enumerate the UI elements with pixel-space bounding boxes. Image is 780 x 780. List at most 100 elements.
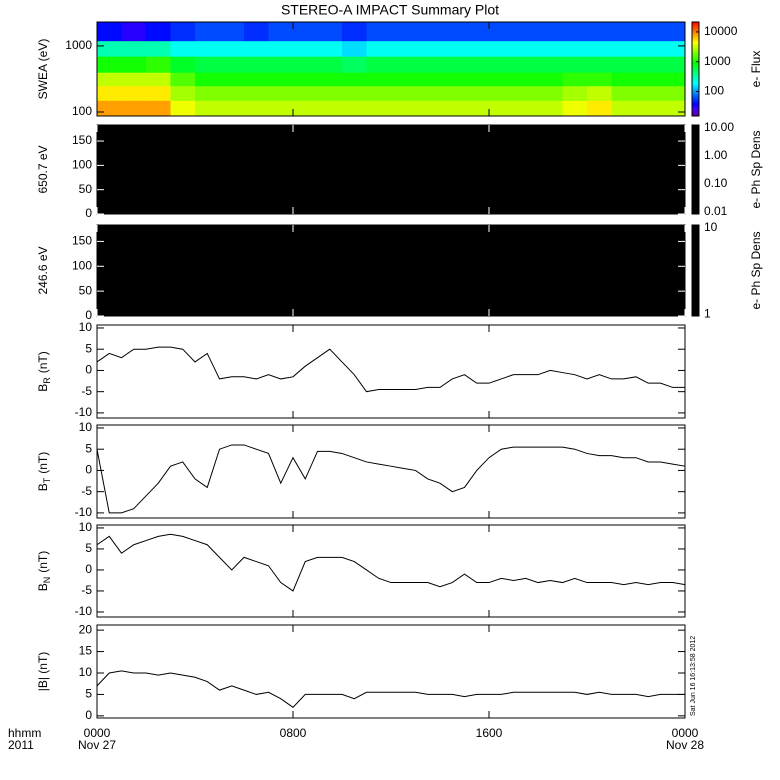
colorbar-step [692,75,699,77]
y-tick-label: 100 [72,258,92,272]
spectrogram-cell [170,56,196,73]
spectrogram-cell [538,100,563,117]
colorbar-step [692,113,699,115]
spectrogram-cell [562,56,588,73]
y-tick-label: 0 [85,562,92,576]
colorbar-step [692,37,699,39]
colorbar-step [692,58,699,60]
y-tick-label: 0 [85,206,92,220]
colorbar-step [692,76,699,78]
spectrogram-cell [464,22,490,42]
colorbar-step [692,101,699,103]
spectrogram-cell [366,40,392,57]
spectrogram-cell [562,100,588,117]
spectrogram-cell [317,22,343,42]
spectrogram-cell [587,100,612,117]
colorbar-step [692,68,699,70]
y-axis-label: BT (nT) [36,452,52,492]
colorbar-step [692,100,699,102]
y-axis-label-unit: (nT) [36,351,50,373]
spectrogram-cell [587,85,612,101]
colorbar-step [692,112,699,114]
y-tick-label: 50 [79,182,93,196]
y-tick-label: 10 [79,320,93,334]
spectrogram-cell [440,40,465,57]
x-tick-date: Nov 27 [78,738,116,752]
colorbar-step [692,102,699,104]
colorbar-label: e- Flux [749,51,763,88]
colorbar-step [692,67,699,69]
colorbar-step [692,109,699,111]
colorbar-step [692,82,699,84]
spectrogram-cell [317,72,343,87]
y-axis-label-main: B [36,583,50,591]
spectrogram-cell [342,40,367,57]
spectrogram-cell [366,56,392,73]
spectrogram-cell [489,56,514,73]
spectrogram-cell [513,22,539,42]
colorbar-step [692,90,699,92]
spectrogram-cell [97,72,122,87]
spectrogram-cell [244,40,269,57]
spectrogram-cell [366,85,392,101]
spectrogram-cell [268,40,294,57]
colorbar-step [692,97,699,99]
plot-frame [96,424,686,519]
spectrogram-cell [293,22,318,42]
y-axis-label-sub: R [42,377,52,384]
spectrogram-cell [464,40,490,57]
colorbar-step [692,64,699,66]
spectrogram-cell [146,22,171,42]
colorbar-step [692,55,699,57]
colorbar-step [692,27,699,29]
spectrogram-cell [170,22,196,42]
spectrogram-cell [489,22,514,42]
spectrogram-cell [219,85,245,101]
spectrogram-cell [268,56,294,73]
colorbar-tick-label: 10000 [704,24,738,38]
colorbar-step [692,73,699,75]
spectrogram-cell [391,40,416,57]
plot-frame [96,624,686,719]
y-axis-label-main: SWEA (eV) [36,39,50,100]
spectrogram-cell [219,22,245,42]
colorbar-label: e- Ph Sp Dens [749,231,763,309]
data-line [96,444,686,514]
colorbar-step [692,93,699,95]
y-axis-label: SWEA (eV) [36,39,50,100]
spectrogram-cell [562,72,588,87]
spectrogram-cell [489,40,514,57]
colorbar-step [692,99,699,101]
spectrogram-cell [391,100,416,117]
colorbar-step [692,71,699,73]
colorbar-step [692,49,699,51]
colorbar-frame [691,21,700,117]
colorbar-step [692,24,699,26]
spectrogram-cell [415,72,441,87]
y-tick-label: 20 [79,622,93,636]
colorbar-step [692,26,699,28]
y-tick-label: 150 [72,133,92,147]
y-tick-label: 5 [85,441,92,455]
spectrogram-cell [415,40,441,57]
spectrogram-cell [244,72,269,87]
y-tick-label: 10 [79,420,93,434]
colorbar-step [692,35,699,37]
spectrogram-cell [121,56,147,73]
spectrogram-cell [660,56,686,73]
y-tick-label: -10 [75,505,93,519]
colorbar-step [692,85,699,87]
y-axis-label-unit: (nT) [36,551,50,573]
spectrogram-cell [195,56,220,73]
colorbar-step [692,106,699,108]
spectrogram-cell [587,40,612,57]
spectrogram-cell [538,85,563,101]
spectrogram-cell [342,56,367,73]
y-tick-label: -10 [75,604,93,618]
plot-frame [96,524,686,618]
spectrogram-cell [170,100,196,117]
spectrogram-cell [464,56,490,73]
colorbar-step [692,23,699,25]
colorbar-step [692,110,699,112]
colorbar-tick-label: 1000 [704,54,731,68]
